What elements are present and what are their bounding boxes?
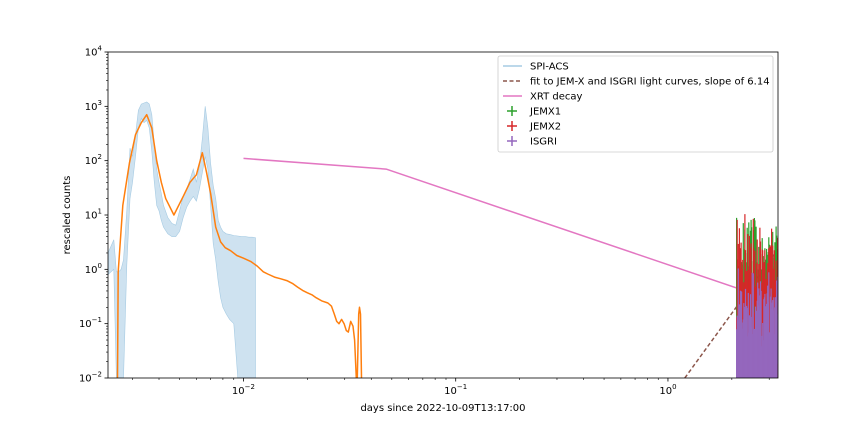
legend-entry: fit to JEM-X and ISGRI light curves, slo…: [503, 77, 770, 88]
x-axis-label: days since 2022-10-09T13:17:00: [360, 403, 525, 414]
y-tick-label: 104: [85, 45, 103, 59]
legend-entry: SPI-ACS: [503, 62, 569, 73]
legend-label: JEMX1: [529, 107, 561, 118]
y-tick-label: 10−2: [79, 371, 102, 385]
y-tick-label: 103: [85, 99, 102, 113]
series-afterglow-model-line: [116, 113, 363, 378]
y-tick-label: 10−1: [79, 316, 102, 330]
legend-entry: JEMX1: [507, 106, 561, 118]
y-axis-label: rescaled counts: [62, 176, 73, 255]
data-layer: [108, 101, 778, 378]
legend-label: SPI-ACS: [530, 62, 569, 73]
series-isgri: [735, 268, 778, 378]
legend: SPI-ACS fit to JEM-X and ISGRI light curv…: [497, 55, 774, 153]
legend-entry: XRT decay: [503, 92, 582, 103]
y-tick-label: 101: [85, 208, 102, 222]
x-tick-label: 100: [659, 383, 676, 397]
legend-label: fit to JEM-X and ISGRI light curves, slo…: [530, 77, 770, 88]
x-axis-ticks: 10−2 10−1 100: [132, 378, 770, 397]
x-tick-label: 10−1: [444, 383, 467, 397]
y-tick-label: 100: [85, 262, 102, 276]
legend-entry: ISGRI: [507, 136, 557, 148]
series-xrt-decay-line: [243, 157, 778, 303]
legend-label: ISGRI: [530, 137, 557, 148]
legend-label: XRT decay: [530, 92, 582, 103]
x-tick-label: 10−2: [232, 383, 255, 397]
legend-label: JEMX2: [529, 122, 561, 133]
y-tick-label: 102: [85, 153, 102, 167]
y-axis-ticks: 10−2 10−1 100 101 102 103 104: [79, 45, 108, 385]
legend-entry: JEMX2: [507, 121, 561, 133]
legend-box: [497, 55, 774, 153]
